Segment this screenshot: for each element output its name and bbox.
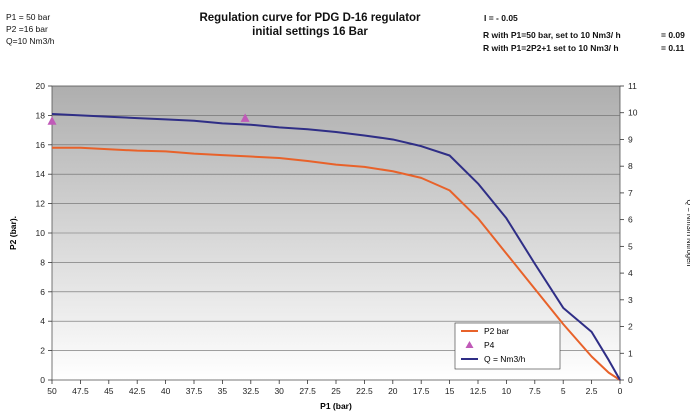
p4-marker (240, 113, 250, 122)
y-tick-label: 16 (36, 140, 46, 150)
axes (48, 85, 624, 384)
y-tick-label: 10 (36, 228, 46, 238)
y2-tick-label: 10 (628, 108, 638, 118)
p2-line (52, 146, 621, 381)
y2-axis-label: Q = Nm3/h Nitrogen (685, 200, 690, 267)
x-tick-label: 10 (502, 386, 512, 396)
legend-label-p4: P4 (484, 340, 495, 350)
x-tick-label: 5 (561, 386, 566, 396)
x-tick-label: 32.5 (243, 386, 260, 396)
x-tick-label: 27.5 (299, 386, 316, 396)
legend-swatch-p4 (465, 341, 474, 348)
x-axis-label: P1 (bar) (320, 401, 352, 411)
y2-tick-label: 11 (628, 81, 637, 91)
series-lines (51, 113, 621, 381)
x-tick-label: 37.5 (186, 386, 203, 396)
x-tick-label: 30 (274, 386, 284, 396)
x-tick-label: 45 (104, 386, 114, 396)
x-tick-label: 2.5 (586, 386, 598, 396)
y-axis-label: P2 (bar). (8, 216, 18, 250)
x-tick-label: 7.5 (529, 386, 541, 396)
settings-line-3: Q=10 Nm3/h (6, 36, 55, 46)
x-tick-label: 17.5 (413, 386, 430, 396)
settings-line-1: P1 = 50 bar (6, 12, 51, 22)
x-tick-label: 40 (161, 386, 171, 396)
y2-tick-label: 3 (628, 295, 633, 305)
y-tick-label: 4 (40, 316, 45, 326)
y2-tick-label: 7 (628, 188, 633, 198)
y2-tick-label: 4 (628, 268, 633, 278)
x-tick-label: 22.5 (356, 386, 373, 396)
x-tick-label: 35 (218, 386, 228, 396)
y-tick-label: 14 (36, 169, 46, 179)
legend-label-q: Q = Nm3/h (484, 354, 526, 364)
x-tick-label: 20 (388, 386, 398, 396)
y-tick-label: 8 (40, 257, 45, 267)
y2-tick-label: 0 (628, 375, 633, 385)
x-tick-label: 42.5 (129, 386, 146, 396)
r2-label: R with P1=2P2+1 set to 10 Nm3/ h (483, 43, 619, 53)
chart-title: Regulation curve for PDG D-16 regulator … (0, 11, 690, 39)
y2-tick-label: 2 (628, 322, 633, 332)
x-tick-label: 12.5 (470, 386, 487, 396)
y-tick-label: 2 (40, 346, 45, 356)
y2-tick-label: 1 (628, 348, 633, 358)
legend-label-p2: P2 bar (484, 326, 509, 336)
y-tick-label: 20 (36, 81, 46, 91)
y2-tick-label: 8 (628, 161, 633, 171)
r2-value: = 0.11 (661, 43, 685, 53)
y-tick-label: 0 (40, 375, 45, 385)
y-tick-label: 12 (36, 199, 46, 209)
series-markers (47, 113, 250, 125)
legend: P2 bar P4 Q = Nm3/h (454, 322, 561, 370)
y-tick-label: 18 (36, 110, 46, 120)
p4-marker (47, 116, 57, 125)
x-tick-label: 47.5 (72, 386, 89, 396)
y2-tick-label: 5 (628, 241, 633, 251)
y2-tick-label: 9 (628, 134, 633, 144)
r1-label: R with P1=50 bar, set to 10 Nm3/ h (483, 30, 621, 40)
x-tick-label: 50 (47, 386, 57, 396)
chart-title-line-2: initial settings 16 Bar (252, 26, 368, 38)
x-tick-label: 0 (618, 386, 623, 396)
i-value-label: I = - 0.05 (484, 13, 518, 23)
q-line (51, 113, 621, 381)
y2-tick-label: 6 (628, 215, 633, 225)
chart-title-line-1: Regulation curve for PDG D-16 regulator (199, 12, 421, 24)
settings-line-2: P2 =16 bar (6, 24, 48, 34)
x-tick-label: 25 (331, 386, 341, 396)
r1-value: = 0.09 (661, 30, 685, 40)
y-tick-label: 6 (40, 287, 45, 297)
x-tick-label: 15 (445, 386, 455, 396)
